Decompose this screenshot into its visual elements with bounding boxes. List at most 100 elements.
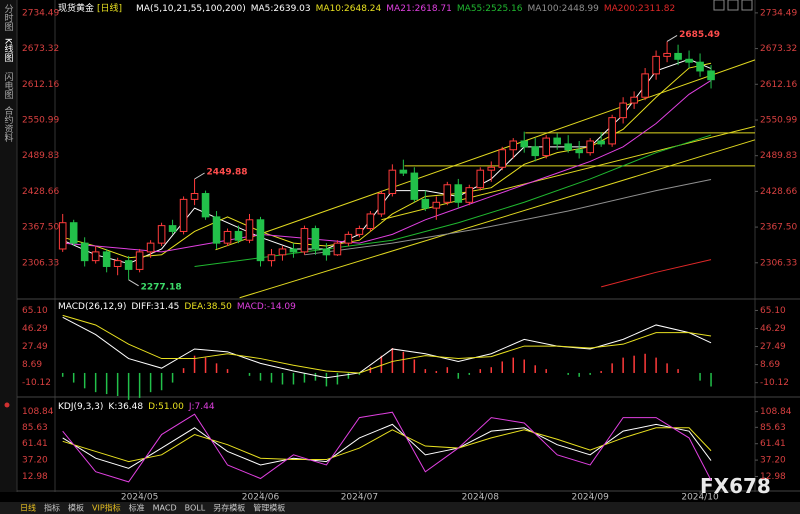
legend-value: 36.48 xyxy=(117,402,143,412)
candle-body xyxy=(69,222,78,244)
candle-body xyxy=(344,233,353,244)
candle-body xyxy=(696,61,704,72)
candle-body xyxy=(608,117,616,145)
y-tick-label: 2489.83 xyxy=(22,151,59,161)
y-tick-label: 46.29 xyxy=(22,324,48,334)
panel-title: KDJ(9,3,3) xyxy=(58,402,103,412)
candle-body xyxy=(432,201,441,209)
bottom-tab[interactable]: VIP指标 xyxy=(92,503,121,513)
bottom-tab[interactable]: 指标 xyxy=(44,503,60,513)
bottom-tab[interactable]: 日线 xyxy=(20,503,36,513)
trendline xyxy=(381,125,756,221)
candle-body xyxy=(476,169,485,189)
y-tick-label: 27.49 xyxy=(760,342,786,352)
legend: MACD(26,12,9) DIFF:31.45 DEA:38.50 MACD:-14… xyxy=(58,302,296,312)
candle-body xyxy=(289,248,298,253)
bottom-tab[interactable]: MACD xyxy=(153,504,177,513)
candle-body xyxy=(564,143,572,151)
x-tick-label: 2024/08 xyxy=(462,493,500,503)
candle-body xyxy=(421,198,430,209)
annotation-label: 2277.18 xyxy=(141,282,182,292)
legend-name: DIFF: xyxy=(131,302,153,312)
legend-value: 38.50 xyxy=(206,302,232,312)
y-tick-label: 61.41 xyxy=(760,439,786,449)
y-tick-label: 12.98 xyxy=(22,472,48,482)
y-tick-label: 2734.49 xyxy=(22,8,59,18)
side-tab[interactable]: 闪电图 xyxy=(3,72,14,100)
bottom-tab[interactable]: 另存模板 xyxy=(213,503,245,513)
y-tick-label: 2367.50 xyxy=(760,223,797,233)
panel-title: MACD(26,12,9) xyxy=(58,302,126,312)
legend-value: 2311.82 xyxy=(638,4,675,14)
candle-body xyxy=(212,216,221,244)
y-tick-label: 65.10 xyxy=(760,306,786,316)
icon-button[interactable] xyxy=(741,0,753,11)
legend-value: 7.44 xyxy=(195,402,215,412)
y-tick-label: 85.63 xyxy=(22,423,48,433)
legend-value: 2618.71 xyxy=(415,4,452,14)
candle-body xyxy=(322,248,331,256)
y-tick-label: 108.84 xyxy=(22,407,54,417)
candle-body xyxy=(267,254,276,262)
y-tick-label: 2673.32 xyxy=(760,44,797,54)
watermark: FX678 xyxy=(700,474,771,498)
legend-name: MA21: xyxy=(386,4,414,14)
y-tick-label: 12.98 xyxy=(760,472,786,482)
y-tick-label: 2550.99 xyxy=(760,115,797,125)
candle-body xyxy=(124,260,133,270)
annotation-label: 2685.49 xyxy=(679,30,720,40)
y-tick-label: -10.12 xyxy=(22,378,51,388)
y-tick-label: 85.63 xyxy=(760,423,786,433)
legend: KDJ(9,3,3) K:36.48 D:51.00 J:7.44 xyxy=(58,402,215,412)
side-tab[interactable]: K线图 xyxy=(3,38,14,63)
candle-body xyxy=(91,251,100,262)
candle-body xyxy=(575,149,583,154)
candle-body xyxy=(223,230,232,244)
panel-dot xyxy=(4,402,10,408)
candle-body xyxy=(256,219,265,262)
kdj-line xyxy=(62,411,712,483)
y-tick-label: -10.12 xyxy=(760,378,789,388)
ma-params: MA(5,10,21,55,100,200) xyxy=(136,4,246,14)
bottom-tab[interactable]: 管理模板 xyxy=(253,503,285,513)
legend-name: K: xyxy=(108,402,117,412)
legend-value: 2448.99 xyxy=(562,4,599,14)
bottom-bar xyxy=(0,502,800,514)
candle-body xyxy=(619,102,627,119)
legend-value: 51.00 xyxy=(158,402,184,412)
y-tick-label: 2673.32 xyxy=(22,44,59,54)
candle-body xyxy=(366,213,375,230)
x-tick-label: 2024/10 xyxy=(681,493,719,503)
y-tick-label: 8.69 xyxy=(760,360,780,370)
bottom-tab[interactable]: 标准 xyxy=(129,503,145,513)
side-tab[interactable]: 合约资料 xyxy=(3,105,14,143)
y-tick-label: 61.41 xyxy=(22,439,48,449)
candle-body xyxy=(245,219,254,241)
macd-line xyxy=(62,316,712,379)
candle-body xyxy=(388,169,397,195)
legend-name: MA200: xyxy=(604,4,638,14)
y-tick-label: 2612.16 xyxy=(22,80,59,90)
candle-body xyxy=(465,187,474,203)
y-tick-label: 46.29 xyxy=(760,324,786,334)
candle-body xyxy=(487,166,496,171)
legend-name: MA100: xyxy=(528,4,562,14)
y-tick-label: 37.20 xyxy=(22,456,48,466)
bottom-tab[interactable]: 模板 xyxy=(68,503,84,513)
annotation-pointer xyxy=(666,35,678,42)
side-tab[interactable]: 分时图 xyxy=(3,4,14,32)
candle-body xyxy=(443,184,452,203)
candle-body xyxy=(234,230,243,241)
y-tick-label: 27.49 xyxy=(22,342,48,352)
y-tick-label: 2306.33 xyxy=(760,258,797,268)
legend-name: MA55: xyxy=(457,4,485,14)
icon-button[interactable] xyxy=(727,0,739,11)
icon-button[interactable] xyxy=(713,0,725,11)
moving-average-line xyxy=(62,80,712,253)
candle-body xyxy=(333,242,342,256)
bottom-tab[interactable]: BOLL xyxy=(185,504,206,513)
legend-name: J: xyxy=(188,402,195,412)
